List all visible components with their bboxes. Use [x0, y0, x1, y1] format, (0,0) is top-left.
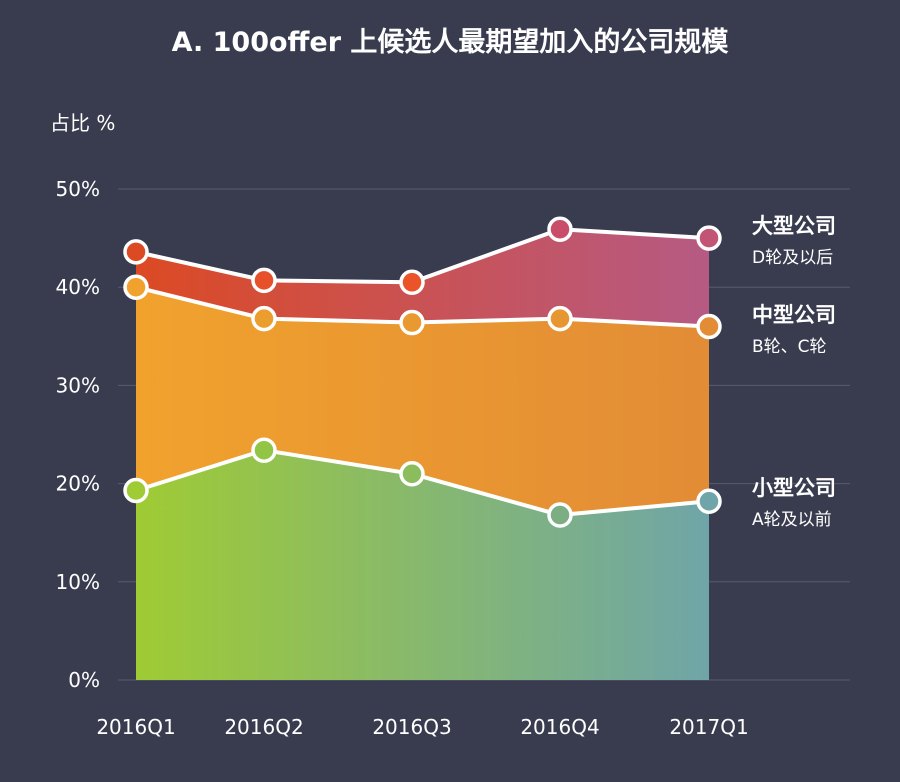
- data-point: [123, 239, 149, 265]
- data-point: [123, 477, 149, 504]
- legend-name: 大型公司: [752, 214, 836, 238]
- x-tick-label: 2016Q4: [520, 715, 599, 739]
- legend: 小型公司 A轮及以前 中型公司 B轮、C轮 大型公司 D轮及以后: [752, 214, 836, 530]
- x-tick-label: 2016Q2: [224, 715, 303, 739]
- area-small: [136, 450, 709, 680]
- legend-sub: D轮及以后: [752, 248, 833, 268]
- data-point: [547, 305, 573, 332]
- area-medium: [136, 287, 709, 516]
- y-tick-label: 30%: [56, 373, 100, 397]
- y-tick-label: 50%: [56, 177, 100, 201]
- area-large: [136, 229, 709, 327]
- y-axis-ticks: 0% 10% 20% 30% 40% 50%: [56, 177, 100, 692]
- data-point: [251, 267, 277, 294]
- data-point: [251, 305, 277, 332]
- chart-title: A. 100offer 上候选人最期望加入的公司规模: [172, 26, 729, 58]
- data-point: [547, 502, 573, 528]
- y-tick-label: 0%: [68, 668, 100, 692]
- data-point: [251, 437, 277, 463]
- x-tick-label: 2017Q1: [669, 715, 748, 739]
- y-tick-label: 10%: [56, 570, 100, 594]
- data-point: [399, 461, 425, 487]
- data-point: [123, 274, 149, 300]
- x-tick-label: 2016Q1: [96, 715, 175, 739]
- legend-sub: B轮、C轮: [752, 337, 827, 357]
- legend-name: 小型公司: [752, 476, 836, 500]
- y-tick-label: 20%: [56, 472, 100, 496]
- legend-sub: A轮及以前: [752, 510, 832, 530]
- data-point: [696, 488, 722, 515]
- legend-name: 中型公司: [752, 303, 836, 327]
- y-axis-label: 占比 %: [50, 111, 115, 135]
- data-point: [547, 216, 573, 243]
- data-point: [399, 309, 425, 336]
- data-points: [123, 216, 722, 528]
- data-point: [399, 269, 425, 296]
- series-areas: [136, 229, 709, 680]
- y-tick-label: 40%: [56, 275, 100, 299]
- data-point: [696, 225, 722, 251]
- x-tick-label: 2016Q3: [372, 715, 451, 739]
- x-axis-ticks: 2016Q1 2016Q2 2016Q3 2016Q4 2017Q1: [96, 715, 748, 739]
- data-point: [696, 313, 722, 340]
